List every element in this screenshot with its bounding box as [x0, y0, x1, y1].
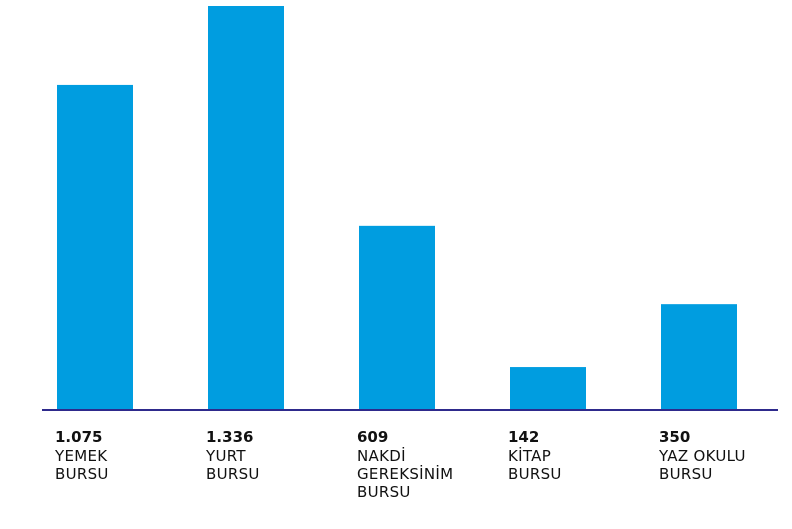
category-label: YURT BURSU [206, 447, 260, 483]
bar [359, 225, 435, 410]
category-label: NAKDİ GEREKSİNİM BURSU [357, 447, 454, 501]
category-label: KİTAP BURSU [508, 447, 562, 483]
chart [42, 6, 778, 411]
bar [57, 84, 133, 411]
bar [208, 6, 284, 410]
value-label: 1.336 [206, 428, 254, 446]
value-label: 142 [508, 428, 540, 446]
bar [510, 367, 586, 410]
value-label: 609 [357, 428, 389, 446]
category-label: YAZ OKULU BURSU [659, 447, 746, 483]
value-label: 350 [659, 428, 691, 446]
value-label: 1.075 [55, 428, 103, 446]
bar [661, 304, 737, 410]
category-label: YEMEK BURSU [55, 447, 109, 483]
